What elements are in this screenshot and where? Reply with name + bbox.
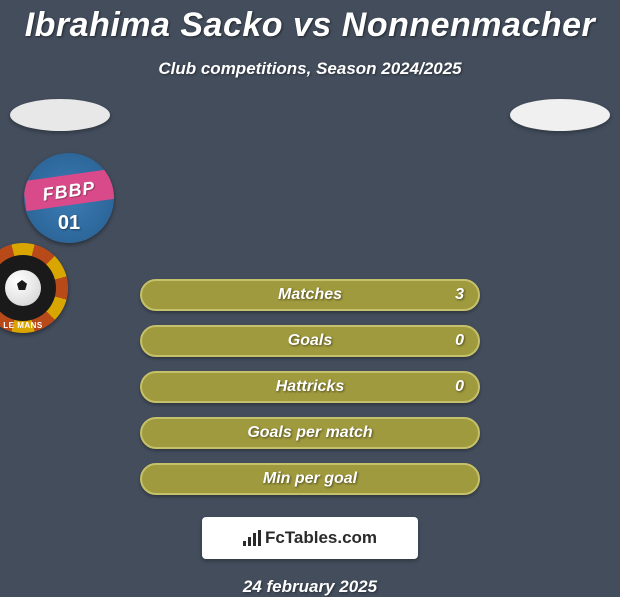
stat-label: Min per goal	[263, 470, 357, 488]
stats-list: Matches 3 Goals 0 Hattricks 0 Goals per match M…	[140, 279, 480, 495]
fbbp-badge-number: 01	[24, 212, 114, 235]
brand-text: FcTables.com	[265, 528, 377, 548]
date-text: 24 february 2025	[0, 577, 620, 597]
stat-row: Goals per match	[140, 417, 480, 449]
stat-label: Goals	[288, 332, 332, 350]
stat-row: Hattricks 0	[140, 371, 480, 403]
lemans-inner	[0, 255, 56, 321]
stat-label: Hattricks	[276, 378, 344, 396]
subtitle: Club competitions, Season 2024/2025	[0, 59, 620, 79]
stat-value-right: 3	[455, 286, 464, 304]
brand-box[interactable]: FcTables.com	[202, 517, 418, 559]
fbbp-badge-text: FBBP	[24, 175, 114, 208]
lemans-badge-text: LE MANS	[0, 321, 68, 330]
stat-value-right: 0	[455, 378, 464, 396]
player-photo-left	[10, 99, 110, 131]
club-badge-right: 72 LE MANS	[0, 243, 68, 333]
stat-label: Goals per match	[247, 424, 372, 442]
stat-row: Goals 0	[140, 325, 480, 357]
player-photo-right	[510, 99, 610, 131]
comparison-card: FBBP 01 72 LE MANS Matches3Goals0Hattric…	[0, 99, 620, 597]
brand-logo: FcTables.com	[243, 528, 377, 548]
club-badge-left: FBBP 01	[24, 153, 114, 243]
stat-row: Min per goal	[140, 463, 480, 495]
soccer-ball-icon	[5, 270, 41, 306]
bars-icon	[243, 530, 261, 546]
page-title: Ibrahima Sacko vs Nonnenmacher	[0, 0, 620, 45]
stat-label: Matches	[278, 286, 342, 304]
stat-row: Matches 3	[140, 279, 480, 311]
stat-value-right: 0	[455, 332, 464, 350]
